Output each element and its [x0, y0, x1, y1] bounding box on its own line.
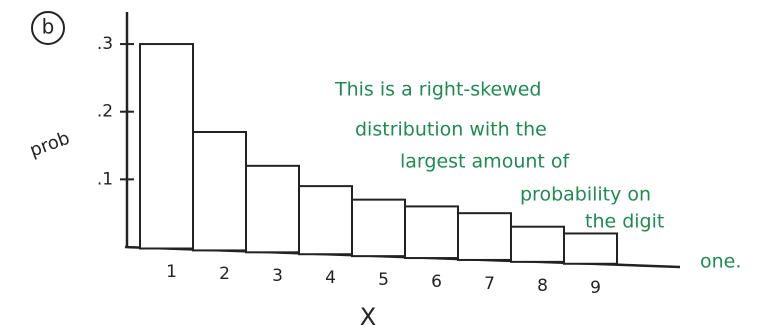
bar: [299, 186, 352, 254]
y-axis-label: prob: [27, 128, 73, 162]
annotation-line: largest amount of: [400, 151, 571, 173]
bar: [458, 213, 511, 260]
x-tick-label: 7: [484, 274, 495, 294]
x-tick-label: 4: [325, 268, 336, 288]
bar: [193, 132, 246, 250]
bar: [352, 200, 405, 256]
y-tick-label: .2: [97, 102, 113, 122]
x-tick-label: 1: [166, 262, 177, 282]
chart: b prob X .1 .2 .3 1 2 3 4 5 6 7 8 9 This is a right-…: [0, 0, 780, 332]
x-tick-label: 8: [537, 276, 548, 296]
annotation-line: one.: [700, 251, 741, 273]
bar: [405, 206, 458, 258]
y-tick-label: .3: [97, 34, 113, 54]
x-tick-label: 5: [378, 270, 389, 290]
annotation-line: distribution with the: [355, 119, 547, 141]
annotation-line: probability on: [520, 184, 651, 206]
bar: [246, 166, 299, 252]
annotation-line: This is a right-skewed: [334, 79, 541, 101]
bar: [140, 44, 193, 248]
chart-label: b: [42, 15, 55, 39]
x-tick-label: 6: [431, 272, 442, 292]
x-axis-label: X: [360, 303, 376, 331]
x-tick-label: 2: [219, 264, 230, 284]
bar: [511, 227, 564, 262]
page: b prob X .1 .2 .3 1 2 3 4 5 6 7 8 9 This is a right-…: [0, 0, 780, 332]
y-tick-label: .1: [97, 169, 113, 189]
bar: [564, 233, 617, 263]
annotation-line: the digit: [585, 211, 664, 233]
x-tick-label: 3: [272, 266, 283, 286]
x-tick-label: 9: [590, 278, 601, 298]
